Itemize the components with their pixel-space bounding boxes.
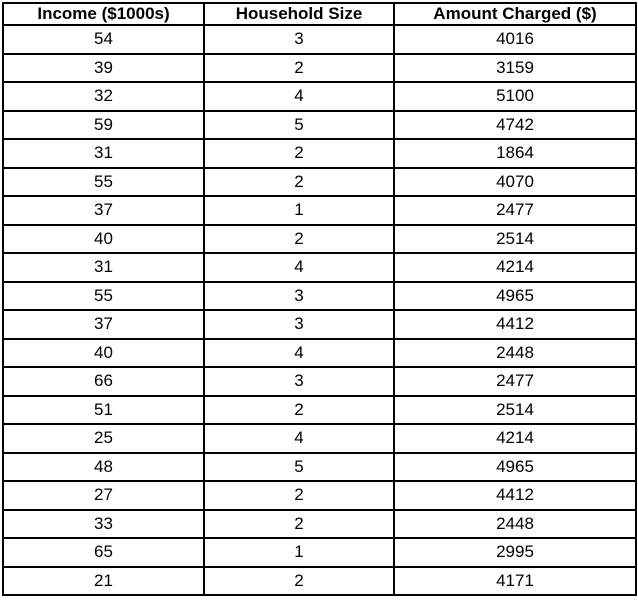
cell-income: 37 (2, 195, 205, 226)
cell-amount-charged: 1864 (393, 138, 637, 169)
cell-amount-charged: 4171 (393, 565, 637, 596)
cell-amount-charged: 4965 (393, 451, 637, 482)
cell-household-size: 5 (203, 451, 395, 482)
cell-household-size: 4 (203, 252, 395, 283)
cell-income: 27 (2, 480, 205, 511)
cell-household-size: 3 (203, 280, 395, 311)
cell-amount-charged: 4742 (393, 109, 637, 140)
cell-amount-charged: 2477 (393, 195, 637, 226)
cell-income: 55 (2, 166, 205, 197)
table-row: 31 2 1864 (2, 138, 637, 169)
cell-household-size: 5 (203, 109, 395, 140)
cell-amount-charged: 2477 (393, 366, 637, 397)
table-row: 66 3 2477 (2, 366, 637, 397)
table-row: 37 3 4412 (2, 309, 637, 340)
cell-household-size: 3 (203, 309, 395, 340)
table-row: 39 2 3159 (2, 52, 637, 83)
table-header: Income ($1000s) Household Size Amount Ch… (2, 2, 637, 26)
cell-household-size: 2 (203, 52, 395, 83)
cell-household-size: 2 (203, 565, 395, 596)
column-header-income: Income ($1000s) (2, 2, 205, 26)
cell-income: 51 (2, 394, 205, 425)
cell-amount-charged: 2448 (393, 508, 637, 539)
cell-household-size: 1 (203, 195, 395, 226)
cell-household-size: 2 (203, 138, 395, 169)
table-row: 40 2 2514 (2, 223, 637, 254)
cell-income: 40 (2, 223, 205, 254)
cell-amount-charged: 4016 (393, 24, 637, 55)
cell-amount-charged: 2995 (393, 537, 637, 568)
cell-income: 59 (2, 109, 205, 140)
cell-income: 32 (2, 81, 205, 112)
cell-household-size: 1 (203, 537, 395, 568)
table-row: 48 5 4965 (2, 451, 637, 482)
cell-income: 31 (2, 252, 205, 283)
cell-household-size: 2 (203, 508, 395, 539)
table-row: 65 1 2995 (2, 537, 637, 568)
column-header-amount-charged: Amount Charged ($) (393, 2, 637, 26)
table-row: 55 2 4070 (2, 166, 637, 197)
cell-household-size: 2 (203, 394, 395, 425)
cell-amount-charged: 4412 (393, 480, 637, 511)
cell-income: 40 (2, 337, 205, 368)
table-row: 25 4 4214 (2, 423, 637, 454)
cell-household-size: 4 (203, 337, 395, 368)
cell-amount-charged: 4965 (393, 280, 637, 311)
table-row: 33 2 2448 (2, 508, 637, 539)
cell-amount-charged: 5100 (393, 81, 637, 112)
cell-household-size: 3 (203, 366, 395, 397)
table-row: 32 4 5100 (2, 81, 637, 112)
column-header-household-size: Household Size (203, 2, 395, 26)
cell-amount-charged: 2514 (393, 394, 637, 425)
table-row: 59 5 4742 (2, 109, 637, 140)
cell-amount-charged: 2514 (393, 223, 637, 254)
cell-amount-charged: 3159 (393, 52, 637, 83)
cell-amount-charged: 2448 (393, 337, 637, 368)
cell-income: 21 (2, 565, 205, 596)
cell-household-size: 3 (203, 24, 395, 55)
cell-income: 65 (2, 537, 205, 568)
cell-income: 37 (2, 309, 205, 340)
cell-household-size: 2 (203, 223, 395, 254)
cell-income: 66 (2, 366, 205, 397)
cell-amount-charged: 4070 (393, 166, 637, 197)
table-row: 21 2 4171 (2, 565, 637, 596)
cell-income: 31 (2, 138, 205, 169)
cell-amount-charged: 4412 (393, 309, 637, 340)
table-row: 37 1 2477 (2, 195, 637, 226)
table-row: 54 3 4016 (2, 24, 637, 55)
cell-income: 25 (2, 423, 205, 454)
cell-household-size: 2 (203, 166, 395, 197)
cell-household-size: 2 (203, 480, 395, 511)
cell-income: 55 (2, 280, 205, 311)
table-row: 51 2 2514 (2, 394, 637, 425)
cell-household-size: 4 (203, 81, 395, 112)
cell-income: 48 (2, 451, 205, 482)
table-row: 31 4 4214 (2, 252, 637, 283)
table-row: 55 3 4965 (2, 280, 637, 311)
table-row: 27 2 4412 (2, 480, 637, 511)
cell-household-size: 4 (203, 423, 395, 454)
header-row: Income ($1000s) Household Size Amount Ch… (2, 2, 637, 26)
cell-income: 39 (2, 52, 205, 83)
table-body: 54 3 4016 39 2 3159 32 4 5100 59 5 4742 31 2 1864 55 2 40… (2, 24, 637, 596)
cell-income: 54 (2, 24, 205, 55)
cell-amount-charged: 4214 (393, 423, 637, 454)
table-row: 40 4 2448 (2, 337, 637, 368)
cell-income: 33 (2, 508, 205, 539)
cell-amount-charged: 4214 (393, 252, 637, 283)
